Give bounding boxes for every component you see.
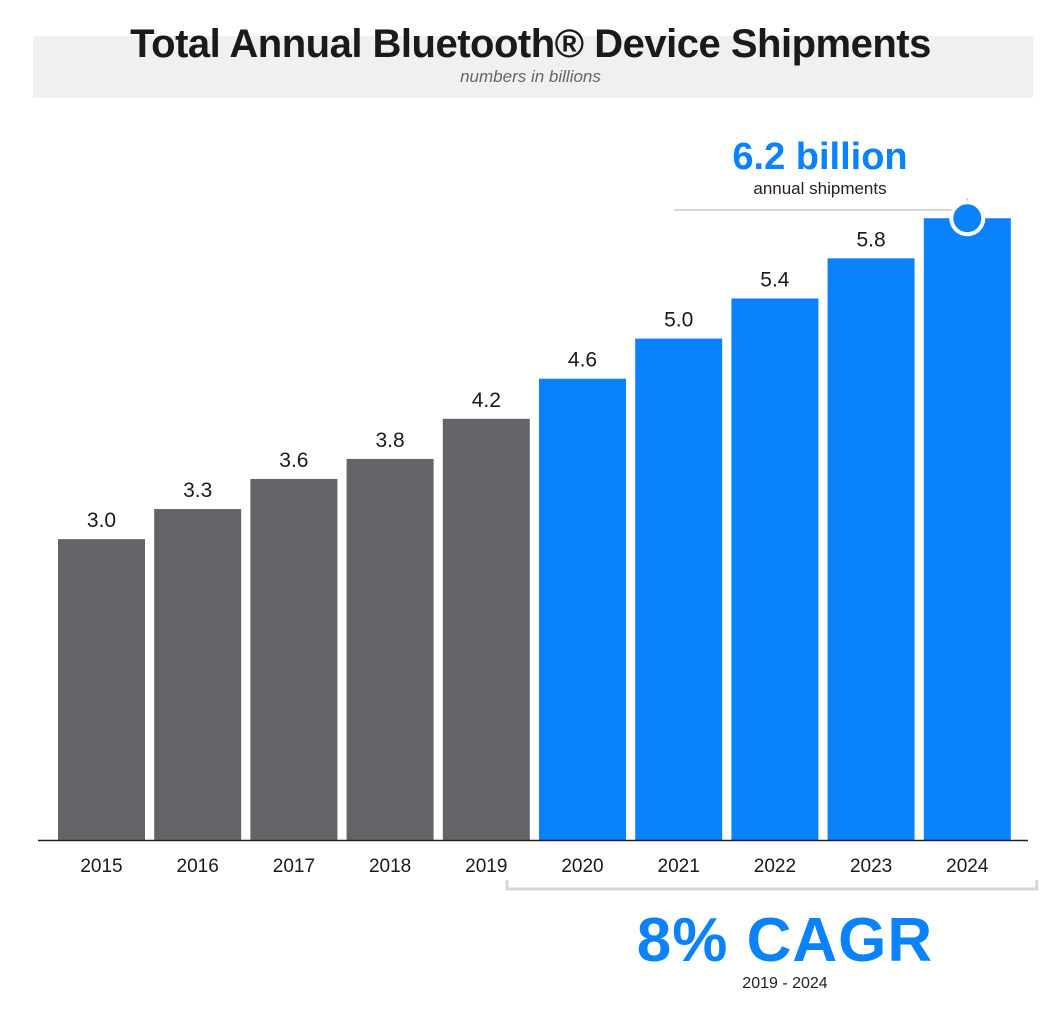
tick-label-2022: 2022: [754, 856, 796, 877]
callout-connector: [674, 198, 969, 211]
chart-title: Total Annual Bluetooth® Device Shipments: [130, 22, 931, 66]
tick-label-2023: 2023: [850, 856, 892, 877]
bar-2023: [827, 258, 915, 840]
value-label-2018: 3.8: [375, 429, 404, 452]
bar-2017: [250, 478, 338, 840]
highlight-marker: [953, 204, 982, 233]
bar-2016: [154, 509, 242, 840]
bar-2015: [58, 539, 145, 840]
value-label-2016: 3.3: [183, 479, 212, 502]
value-label-2022: 5.4: [760, 268, 790, 291]
tick-label-2021: 2021: [658, 856, 700, 877]
cagr-period: 2019 - 2024: [742, 975, 828, 992]
value-label-2021: 5.0: [664, 309, 693, 332]
bar-2018: [346, 458, 434, 840]
value-label-2020: 4.6: [568, 349, 597, 372]
tick-label-2016: 2016: [177, 856, 219, 877]
tick-label-2017: 2017: [273, 856, 315, 877]
callout-label: annual shipments: [753, 179, 887, 198]
cagr-value: 8% CAGR: [636, 906, 934, 975]
bar-2022: [731, 298, 819, 840]
tick-label-2018: 2018: [369, 856, 411, 877]
bar-2019: [442, 418, 530, 840]
value-label-2017: 3.6: [279, 449, 308, 472]
value-label-2015: 3.0: [87, 509, 116, 532]
chart-subtitle: numbers in billions: [460, 67, 601, 86]
cagr-bracket: [505, 880, 1039, 891]
value-label-2019: 4.2: [472, 389, 501, 412]
bar-2020: [539, 378, 626, 840]
title-band: [33, 36, 1033, 98]
tick-label-2024: 2024: [946, 856, 989, 877]
value-label-2023: 5.8: [856, 228, 885, 251]
tick-label-2015: 2015: [80, 856, 122, 877]
callout-value: 6.2 billion: [732, 136, 908, 178]
bar-2021: [635, 338, 723, 840]
tick-label-2019: 2019: [465, 856, 507, 877]
tick-label-2020: 2020: [561, 856, 603, 877]
bar-2024: [923, 218, 1011, 840]
